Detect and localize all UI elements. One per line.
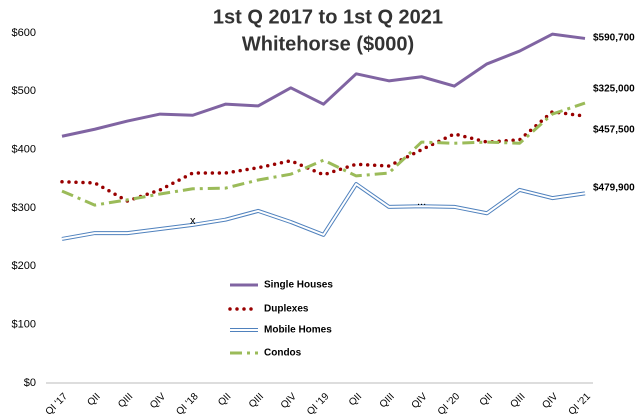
x-tick-label: QI '18 bbox=[174, 391, 201, 418]
y-tick-label: $600 bbox=[12, 27, 36, 39]
value-label: $479,900 bbox=[593, 183, 635, 194]
x-tick-label: QII bbox=[478, 391, 495, 408]
series-line bbox=[61, 183, 586, 240]
legend-label: Condos bbox=[264, 348, 302, 359]
y-tick-label: $0 bbox=[24, 377, 36, 389]
value-label: $590,700 bbox=[593, 33, 635, 44]
x-tick-label: QIII bbox=[116, 391, 135, 410]
x-tick-label: QI '21 bbox=[567, 391, 594, 418]
legend-label: Duplexes bbox=[264, 304, 309, 315]
chart-subtitle: Whitehorse ($000) bbox=[242, 33, 414, 55]
x-tick-label: QI '17 bbox=[44, 391, 71, 418]
x-tick-label: QII bbox=[347, 391, 364, 408]
chart-title: 1st Q 2017 to 1st Q 2021 bbox=[213, 6, 443, 28]
value-label: $457,500 bbox=[593, 125, 635, 136]
series-line bbox=[61, 32, 586, 138]
legend-label: Mobile Homes bbox=[264, 325, 332, 336]
y-tick-label: $300 bbox=[12, 202, 36, 214]
x-tick-label: QIV bbox=[279, 391, 299, 411]
annotation: x bbox=[190, 215, 196, 227]
x-tick-label: QIII bbox=[378, 391, 397, 410]
y-tick-label: $500 bbox=[12, 85, 36, 97]
annotation: ... bbox=[417, 196, 426, 208]
y-tick-label: $200 bbox=[12, 260, 36, 272]
value-label: $325,000 bbox=[593, 84, 635, 95]
x-tick-label: QIV bbox=[410, 391, 430, 411]
x-tick-label: QIV bbox=[540, 391, 560, 411]
y-tick-label: $400 bbox=[12, 144, 36, 156]
x-tick-label: QIV bbox=[148, 391, 168, 411]
y-tick-label: $100 bbox=[12, 319, 36, 331]
x-tick-label: QII bbox=[85, 391, 102, 408]
x-tick-label: QII bbox=[216, 391, 233, 408]
x-tick-label: QIII bbox=[247, 391, 266, 410]
x-tick-label: QI '20 bbox=[436, 391, 463, 418]
series-line bbox=[60, 110, 587, 203]
series-line bbox=[61, 101, 586, 207]
legend-label: Single Houses bbox=[264, 280, 333, 291]
x-tick-label: QI '19 bbox=[305, 391, 332, 418]
x-tick-label: QIII bbox=[508, 391, 527, 410]
